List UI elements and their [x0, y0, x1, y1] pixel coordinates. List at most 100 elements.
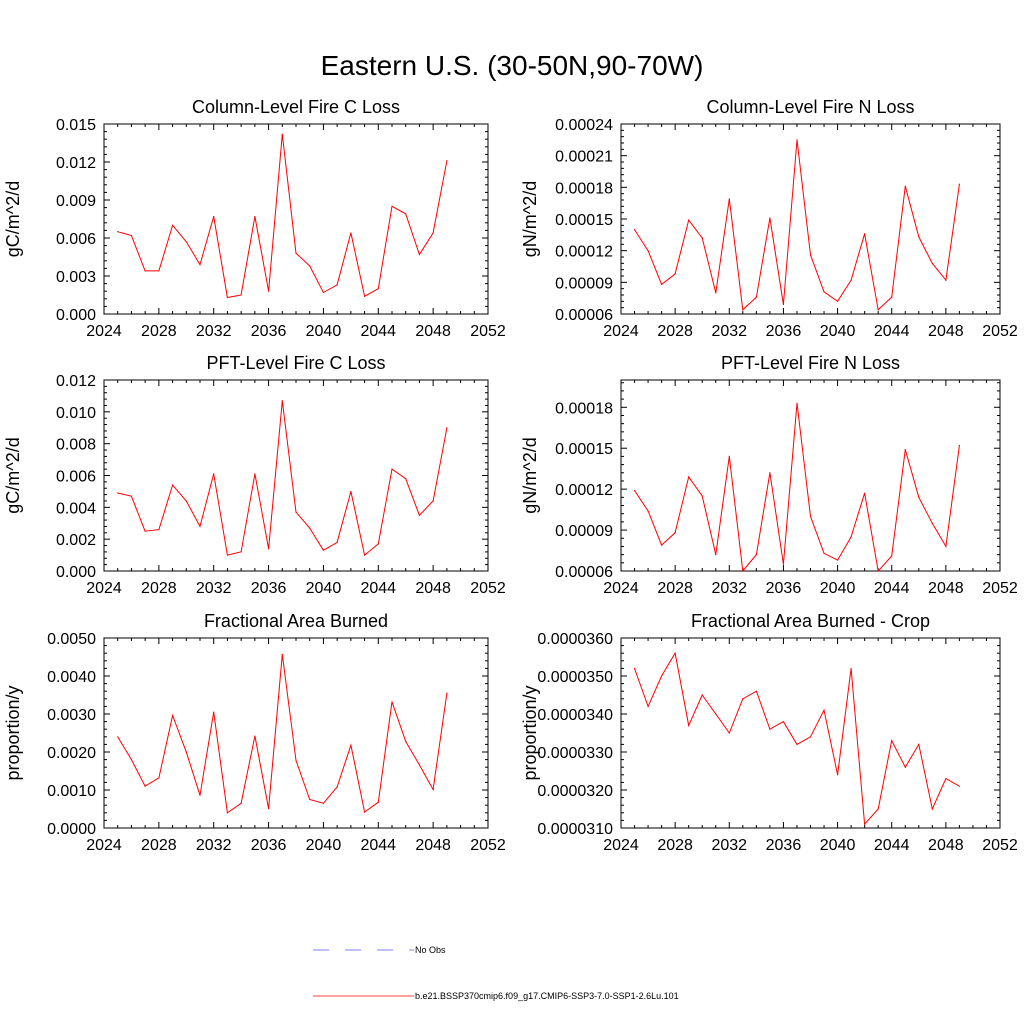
data-point: [130, 759, 133, 761]
data-point: [742, 698, 744, 700]
data-point: [144, 785, 146, 787]
y-axis-label: proportion/y: [520, 685, 540, 780]
data-point: [945, 545, 947, 548]
figure-title: Eastern U.S. (30-50N,90-70W): [320, 50, 704, 81]
y-axis-label: gC/m^2/d: [3, 437, 23, 513]
x-tick-label: 2028: [657, 837, 693, 854]
data-point: [240, 551, 242, 553]
data-point: [377, 288, 379, 290]
data-point: [823, 552, 825, 554]
panel-title: Column-Level Fire N Loss: [706, 97, 914, 117]
x-tick-label: 2040: [306, 323, 342, 340]
data-point: [418, 253, 421, 256]
data-point: [267, 808, 270, 810]
data-point: [633, 667, 636, 670]
data-point: [391, 468, 393, 470]
series-line: [634, 139, 960, 311]
chart-panel-1: 2024 2028 2032 2036 2040 2044 2048 2052 0.000 0.0…: [3, 97, 506, 340]
y-tick-label: 0.012: [56, 155, 96, 172]
data-point: [728, 455, 730, 457]
y-tick-label: 0.00015: [555, 441, 613, 458]
data-point: [281, 653, 283, 655]
data-point: [322, 549, 325, 551]
y-tick-label: 0.00006: [555, 564, 613, 581]
x-tick-label: 2036: [251, 323, 287, 340]
x-tick-label: 2032: [711, 580, 747, 597]
data-point: [688, 219, 690, 221]
data-point: [809, 254, 812, 256]
data-point: [674, 652, 676, 654]
data-point: [199, 794, 201, 796]
plot-frame: [103, 379, 489, 572]
data-point: [796, 139, 798, 141]
data-point: [931, 522, 933, 524]
y-tick-label: 0.0000320: [537, 783, 613, 800]
data-point: [674, 532, 676, 534]
data-point: [769, 728, 771, 730]
data-point: [958, 444, 960, 447]
data-point: [295, 511, 297, 513]
x-tick-label: 2036: [251, 580, 287, 597]
data-point: [755, 554, 757, 556]
data-point: [769, 472, 771, 474]
data-point: [405, 213, 407, 215]
panel-title: Fractional Area Burned - Crop: [691, 611, 930, 631]
y-axis-label: gN/m^2/d: [520, 181, 540, 257]
y-tick-label: 0.012: [56, 373, 96, 390]
y-tick-label: 0.00009: [555, 275, 613, 292]
data-point: [864, 823, 866, 825]
x-tick-label: 2028: [141, 837, 177, 854]
y-tick-label: 0.00012: [555, 482, 613, 499]
y-tick-label: 0.00015: [555, 212, 613, 229]
y-tick-label: 0.000: [56, 307, 96, 324]
x-tick-label: 2028: [141, 580, 177, 597]
data-point: [309, 265, 311, 267]
data-point: [633, 228, 636, 231]
data-point: [945, 279, 947, 281]
data-point: [661, 283, 663, 286]
data-point: [904, 448, 906, 451]
y-tick-label: 0.015: [56, 117, 96, 134]
x-tick-label: 2044: [874, 323, 910, 340]
data-point: [931, 808, 933, 810]
data-point: [701, 694, 703, 696]
data-point: [701, 495, 703, 497]
data-point: [742, 309, 744, 311]
data-point: [809, 736, 812, 738]
data-point: [755, 296, 757, 298]
y-axis-label: gC/m^2/d: [3, 181, 23, 257]
data-point: [864, 233, 866, 235]
data-point: [144, 530, 146, 532]
data-point: [945, 778, 947, 780]
data-point: [405, 740, 407, 742]
x-tick-label: 2044: [874, 580, 910, 597]
y-tick-label: 0.0010: [47, 783, 96, 800]
x-tick-label: 2052: [982, 580, 1018, 597]
legend-no-obs-label: No Obs: [415, 945, 446, 955]
chart-panels: 2024 2028 2032 2036 2040 2044 2048 2052 0.000 0.0…: [3, 97, 1018, 854]
series-line: [117, 654, 448, 814]
data-point: [904, 766, 906, 768]
y-axis-label: proportion/y: [3, 685, 23, 780]
y-tick-label: 0.00006: [555, 307, 613, 324]
data-point: [877, 808, 879, 810]
y-tick-label: 0.0050: [47, 631, 96, 648]
x-tick-label: 2032: [196, 837, 232, 854]
data-point: [715, 713, 717, 715]
y-tick-label: 0.006: [56, 469, 96, 486]
data-point: [199, 264, 201, 266]
data-point: [647, 510, 649, 512]
series-line: [117, 134, 448, 299]
series-line: [634, 651, 960, 826]
chart-panel-6: 2024 2028 2032 2036 2040 2044 2048 2052 0.000031…: [520, 611, 1018, 854]
data-point: [322, 291, 325, 294]
data-point: [877, 309, 879, 311]
x-tick-label: 2024: [86, 837, 122, 854]
data-point: [377, 801, 379, 803]
data-point: [891, 740, 893, 742]
data-point: [281, 400, 283, 402]
data-point: [336, 284, 338, 286]
data-point: [904, 185, 906, 187]
data-point: [850, 279, 852, 281]
